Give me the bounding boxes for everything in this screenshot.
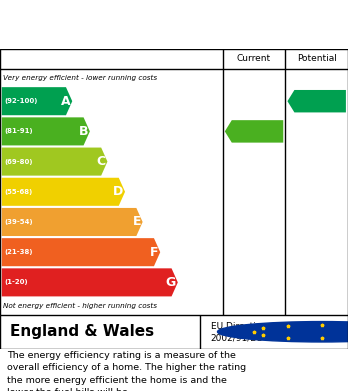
- Text: (81-91): (81-91): [5, 128, 33, 135]
- Text: Current: Current: [237, 54, 271, 63]
- Text: 84: 84: [249, 125, 266, 138]
- Text: E: E: [132, 215, 141, 228]
- Text: (1-20): (1-20): [5, 280, 29, 285]
- Text: (92-100): (92-100): [5, 98, 38, 104]
- Polygon shape: [225, 120, 283, 143]
- Text: EU Directive: EU Directive: [211, 322, 267, 331]
- Text: Energy Efficiency Rating: Energy Efficiency Rating: [10, 15, 239, 34]
- Text: Very energy efficient - lower running costs: Very energy efficient - lower running co…: [3, 74, 158, 81]
- Text: A: A: [61, 95, 71, 108]
- Polygon shape: [2, 238, 160, 266]
- Polygon shape: [2, 147, 108, 176]
- Text: D: D: [113, 185, 123, 198]
- Polygon shape: [2, 87, 72, 115]
- Polygon shape: [2, 178, 125, 206]
- Polygon shape: [2, 208, 143, 236]
- Text: The energy efficiency rating is a measure of the
overall efficiency of a home. T: The energy efficiency rating is a measur…: [7, 351, 246, 391]
- Polygon shape: [287, 90, 346, 113]
- Text: Potential: Potential: [297, 54, 337, 63]
- Text: C: C: [96, 155, 106, 168]
- Text: (55-68): (55-68): [5, 189, 33, 195]
- Text: (39-54): (39-54): [5, 219, 33, 225]
- Text: (21-38): (21-38): [5, 249, 33, 255]
- Text: B: B: [79, 125, 88, 138]
- Text: G: G: [166, 276, 176, 289]
- Text: England & Wales: England & Wales: [10, 324, 155, 339]
- Text: (69-80): (69-80): [5, 159, 33, 165]
- Polygon shape: [2, 268, 178, 296]
- Text: F: F: [150, 246, 158, 259]
- Circle shape: [218, 321, 348, 342]
- Text: Not energy efficient - higher running costs: Not energy efficient - higher running co…: [3, 303, 158, 309]
- Text: 97: 97: [311, 95, 329, 108]
- Text: 2002/91/EC: 2002/91/EC: [211, 334, 263, 343]
- Polygon shape: [2, 117, 90, 145]
